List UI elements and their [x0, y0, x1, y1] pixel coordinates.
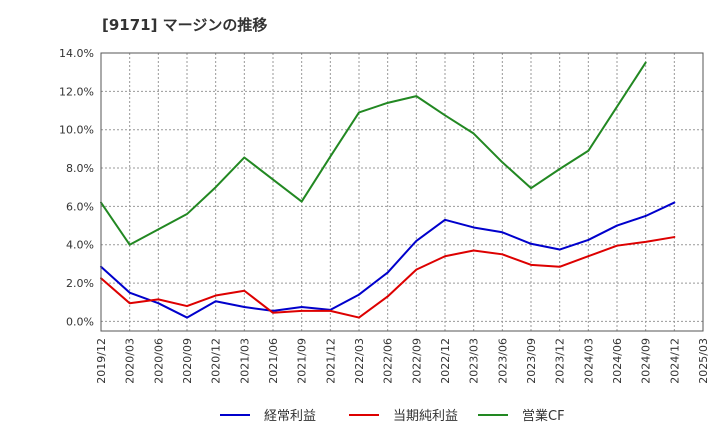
x-tick-label: 2022/03 — [353, 338, 366, 384]
x-tick-label: 2021/09 — [296, 338, 309, 384]
x-tick-label: 2020/03 — [124, 338, 137, 384]
y-tick-label: 10.0% — [59, 124, 94, 137]
y-tick-label: 14.0% — [59, 47, 94, 60]
axis-ticks: 0.0% 2.0% 4.0% 6.0% 8.0% 10.0% 12.0% 14.0% 2019/… — [59, 47, 710, 384]
series-lines — [100, 61, 676, 319]
legend-label-2: 当期純利益 — [393, 409, 458, 424]
x-tick-label: 2023/06 — [496, 338, 509, 384]
x-tick-label: 2022/12 — [439, 338, 452, 384]
x-tick-label: 2024/03 — [582, 338, 595, 384]
x-tick-label: 2021/03 — [238, 338, 251, 384]
x-tick-label: 2025/03 — [697, 338, 710, 384]
series-line-1 — [100, 201, 676, 319]
x-tick-label: 2023/03 — [468, 338, 481, 384]
x-tick-label: 2024/12 — [668, 338, 681, 384]
chart-title: [9171] マージンの推移 — [102, 16, 268, 34]
x-tick-label: 2022/06 — [382, 338, 395, 384]
y-tick-label: 0.0% — [66, 315, 94, 328]
y-tick-label: 12.0% — [59, 85, 94, 98]
series-line-3 — [100, 61, 647, 246]
x-tick-label: 2020/12 — [210, 338, 223, 384]
plot-background — [101, 53, 703, 331]
y-tick-label: 2.0% — [66, 277, 94, 290]
legend: 経常利益 当期純利益 営業CF — [220, 408, 565, 424]
legend-label-3: 営業CF — [522, 408, 565, 424]
plot-frame — [100, 52, 704, 332]
y-tick-label: 4.0% — [66, 239, 94, 252]
series-line-2 — [100, 236, 676, 319]
x-tick-label: 2019/12 — [95, 338, 108, 384]
x-tick-label: 2024/09 — [640, 338, 653, 384]
legend-label-1: 経常利益 — [264, 409, 316, 424]
x-tick-label: 2023/12 — [554, 338, 567, 384]
x-tick-label: 2023/09 — [525, 338, 538, 384]
x-tick-label: 2020/06 — [152, 338, 165, 384]
y-tick-label: 8.0% — [66, 162, 94, 175]
y-tick-label: 6.0% — [66, 200, 94, 213]
x-tick-label: 2021/12 — [324, 338, 337, 384]
x-tick-label: 2024/06 — [611, 338, 624, 384]
x-tick-label: 2021/06 — [267, 338, 280, 384]
x-tick-label: 2022/09 — [410, 338, 423, 384]
x-tick-label: 2020/09 — [181, 338, 194, 384]
